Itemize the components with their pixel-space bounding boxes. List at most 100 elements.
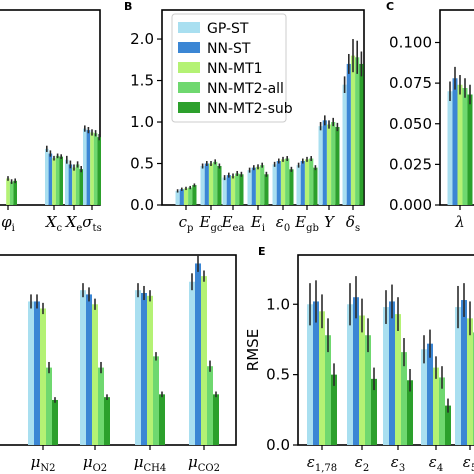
bar-e-2-3: [433, 367, 439, 445]
x-tick-label: Eea: [221, 213, 245, 234]
bar-b-4-4: [289, 169, 294, 205]
bar-e-2-1: [359, 315, 365, 445]
bar-e-4-0: [331, 374, 337, 445]
x-tick-label: ε2: [355, 453, 369, 474]
bar-b-1-5: [300, 161, 305, 205]
panel-e: 0.0 0.5 1.0 ε1,78 ε2 ε3 ε4 ε5 E RMSE: [244, 245, 474, 474]
bar-e-2-0: [319, 311, 325, 445]
legend-entry: NN-MT1: [207, 61, 263, 77]
bar-d-0-3: [189, 281, 195, 445]
bar-b-4-3: [264, 174, 269, 205]
bar-a-0-1: [45, 148, 49, 205]
bar-e-1-3: [427, 343, 433, 445]
bar-b-0-4: [272, 164, 277, 205]
legend-swatch: [178, 82, 200, 93]
x-tick-label: λ: [454, 213, 465, 231]
bar-a-2-1: [52, 158, 56, 205]
bar-a-2-0: [6, 178, 10, 205]
bar-b-1-1: [204, 163, 209, 205]
bar-d-0-2: [135, 290, 141, 445]
bar-a-2-2: [72, 167, 76, 205]
bar-a-0-2: [65, 159, 69, 205]
bar-b-0-6: [318, 126, 323, 205]
bar-b-3-2: [235, 173, 240, 205]
bar-b-3-1: [213, 161, 218, 205]
bar-d-4-0: [52, 399, 58, 445]
bar-e-4-1: [371, 378, 377, 445]
bar-a-4-3: [97, 137, 101, 205]
y-tick-label: 1.0: [130, 113, 154, 131]
bar-b-0-2: [222, 177, 227, 205]
bar-d-1-3: [195, 263, 201, 445]
bar-a-4-2: [79, 169, 83, 205]
bar-d-3-3: [207, 366, 213, 445]
bar-a-4-1: [59, 156, 63, 205]
bar-b-1-6: [322, 120, 327, 205]
x-tick-label: ε0: [276, 213, 290, 234]
x-tick-label: Xe: [65, 213, 83, 234]
bar-b-1-4: [276, 161, 281, 205]
bar-d-3-0: [46, 367, 52, 445]
bar-b-3-7: [355, 57, 360, 206]
y-tick-label: 0.100: [389, 34, 432, 52]
legend-entry: NN-MT2-all: [207, 81, 284, 97]
bar-e-0-1: [347, 304, 353, 445]
legend: GP-ST NN-ST NN-MT1 NN-MT2-all NN-MT2-sub: [171, 13, 293, 123]
bar-b-4-1: [217, 166, 222, 205]
bar-a-1-3: [86, 130, 91, 205]
bar-b-0-3: [247, 170, 252, 205]
bar-b-2-3: [255, 166, 261, 205]
bar-e-0-2: [383, 307, 389, 445]
bar-e-0-4: [455, 307, 461, 445]
bar-a-2-3: [90, 132, 94, 205]
bar-a-1-1: [48, 153, 53, 205]
bar-d-2-2: [147, 295, 153, 445]
bar-d-3-2: [153, 356, 159, 445]
x-tick-label: cp: [179, 213, 194, 234]
bar-e-2-4: [467, 318, 473, 445]
bar-b-3-4: [285, 158, 290, 205]
bar-d-1-2: [141, 293, 147, 445]
bar-b-1-7: [346, 63, 351, 205]
bar-b-3-5: [309, 158, 314, 205]
bar-d-2-0: [40, 308, 46, 445]
x-tick-label: Egb: [294, 213, 319, 234]
bar-b-4-7: [359, 63, 364, 205]
y-tick-label: 0.000: [389, 196, 432, 214]
x-tick-label: μN2: [31, 453, 56, 474]
bar-d-2-1: [92, 304, 98, 445]
bar-e-3-2: [401, 352, 407, 445]
axes-frame-c: [439, 9, 474, 206]
bar-b-2-5: [304, 159, 310, 205]
bar-c-4-0: [467, 94, 473, 205]
bar-e-1-0: [313, 301, 319, 445]
bar-b-4-6: [335, 127, 340, 205]
x-tick-label: Y: [324, 213, 336, 231]
bar-b-3-3: [260, 165, 265, 205]
x-tick-label: μCO2: [188, 453, 220, 474]
panel-d: μN2 μO2 μCH4 μCO2: [0, 254, 237, 474]
bar-e-0-0: [307, 304, 313, 445]
x-tick-label: μCH4: [134, 453, 166, 474]
bar-b-2-7: [350, 55, 356, 205]
y-tick-label: 0.0: [266, 436, 290, 454]
bar-b-0-0: [175, 190, 180, 205]
bar-e-3-3: [439, 377, 445, 445]
x-tick-label: ε3: [391, 453, 405, 474]
bar-d-3-1: [98, 367, 104, 445]
bar-e-1-2: [389, 301, 395, 445]
bar-b-1-2: [226, 175, 231, 205]
y-tick-label: 0.050: [389, 115, 432, 133]
panel-a: φi Xc Xe σts: [0, 9, 102, 234]
bar-a-3-0: [9, 181, 14, 205]
bar-b-0-7: [342, 84, 347, 205]
bar-b-0-1: [200, 166, 205, 205]
x-tick-label: μO2: [83, 453, 107, 474]
legend-box: [171, 13, 287, 123]
x-tick-label: ε1,78: [307, 453, 337, 474]
bar-c-2-0: [457, 84, 463, 205]
bar-b-4-5: [313, 167, 318, 205]
bar-d-0-1: [80, 290, 86, 445]
bar-b-3-0: [188, 187, 193, 205]
